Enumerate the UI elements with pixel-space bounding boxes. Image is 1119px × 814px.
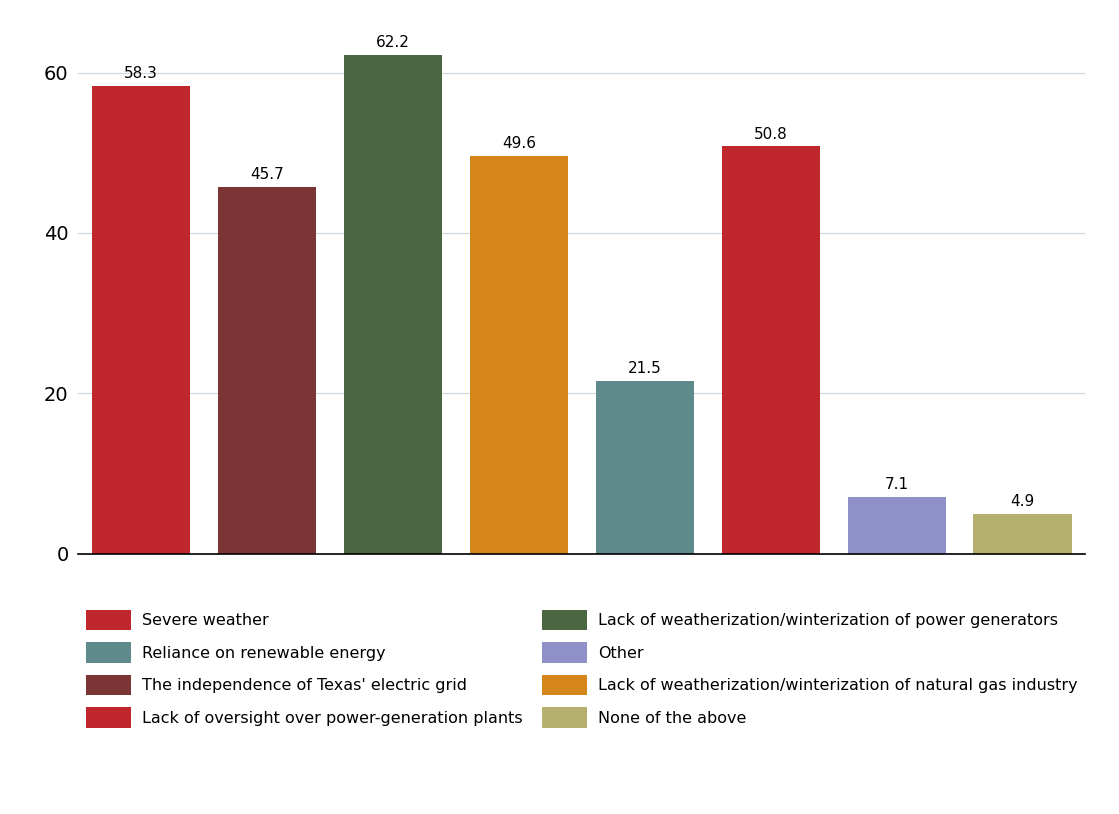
Bar [974, 514, 1072, 554]
Text: 4.9: 4.9 [1010, 494, 1035, 510]
Text: 62.2: 62.2 [376, 35, 410, 50]
Bar [92, 86, 190, 554]
Bar [470, 156, 568, 554]
Legend: Severe weather, Reliance on renewable energy, The independence of Texas' electri: Severe weather, Reliance on renewable en… [79, 603, 1084, 734]
Bar [722, 147, 820, 554]
Text: 58.3: 58.3 [124, 67, 158, 81]
Bar [847, 497, 946, 554]
Text: 45.7: 45.7 [251, 168, 284, 182]
Bar [344, 55, 442, 554]
Text: 21.5: 21.5 [628, 361, 661, 376]
Text: 50.8: 50.8 [754, 126, 788, 142]
Text: 49.6: 49.6 [502, 136, 536, 151]
Bar [595, 381, 694, 554]
Bar [218, 187, 317, 554]
Text: 7.1: 7.1 [884, 477, 909, 492]
